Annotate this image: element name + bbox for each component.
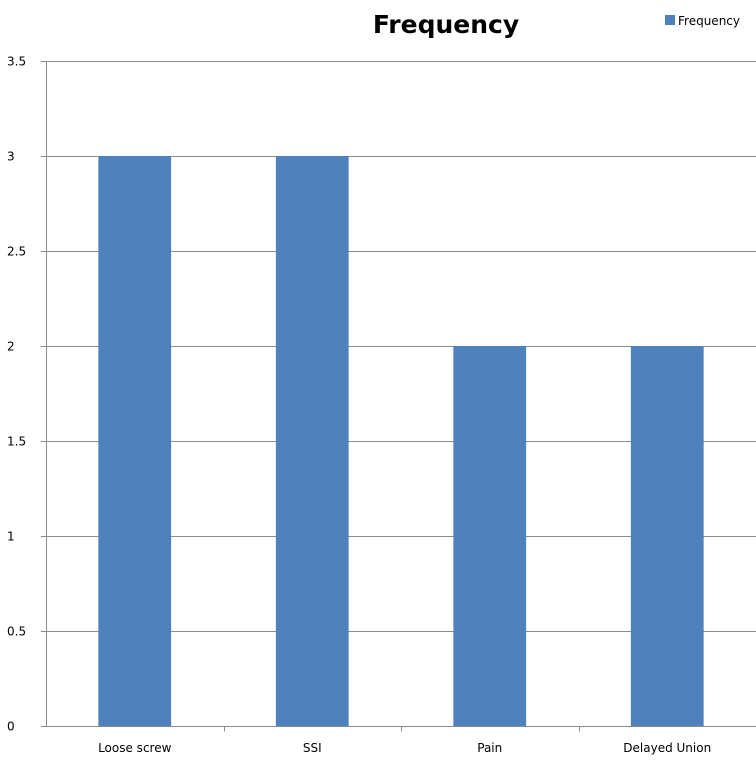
legend-label: Frequency — [678, 14, 740, 28]
x-tick-label: Delayed Union — [623, 741, 711, 755]
bar — [630, 346, 704, 726]
y-tick-label: 3 — [7, 150, 15, 164]
x-tick-label: Pain — [477, 741, 502, 755]
y-tick-label: 2 — [7, 340, 15, 354]
legend: Frequency — [665, 14, 740, 28]
bar — [275, 156, 349, 726]
y-tick-label: 2.5 — [7, 245, 26, 259]
y-tick-label: 1.5 — [7, 435, 26, 449]
y-tick-label: 3.5 — [7, 55, 26, 69]
x-axis: Loose screw SSI Pain Delayed Union — [46, 61, 756, 755]
x-tick-label: SSI — [303, 741, 322, 755]
chart-title: Frequency — [373, 10, 519, 39]
bars — [98, 156, 704, 726]
x-tick-label: Loose screw — [98, 741, 172, 755]
y-tick-label: 0.5 — [7, 625, 26, 639]
bar — [453, 346, 527, 726]
y-axis-ticks: 0 0.5 1 1.5 2 2.5 3 3.5 — [7, 55, 46, 734]
bar — [98, 156, 172, 726]
y-tick-label: 1 — [7, 530, 15, 544]
y-tick-label: 0 — [7, 720, 15, 734]
legend-swatch — [665, 15, 675, 25]
